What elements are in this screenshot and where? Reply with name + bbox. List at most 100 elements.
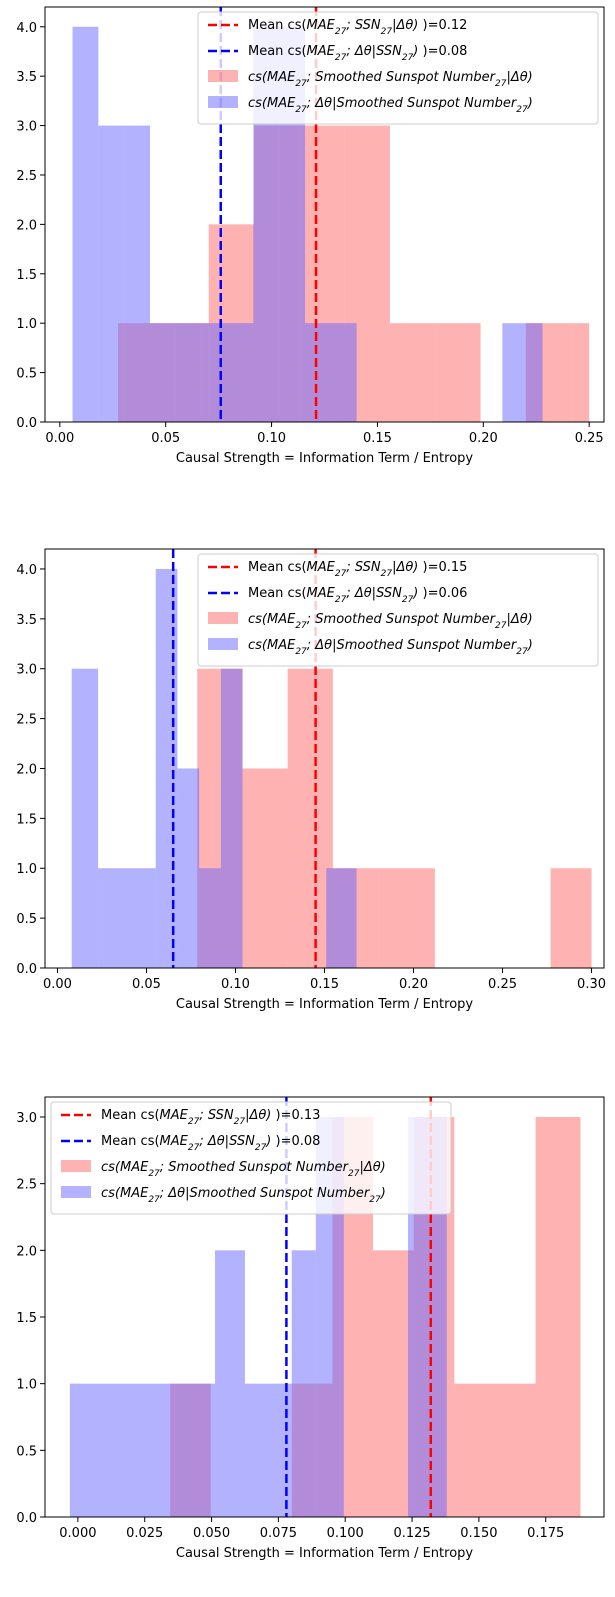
y-tick-label: 0.0 <box>16 416 37 431</box>
y-tick-label: 2.0 <box>16 1244 37 1259</box>
x-tick-label: 0.050 <box>193 1526 230 1541</box>
histogram-bar-s2-6 <box>220 668 243 968</box>
histogram-bar-s2-4 <box>150 323 176 422</box>
histogram-bar-s1-6 <box>454 1383 495 1517</box>
legend-patch-swatch <box>208 612 238 624</box>
x-axis-label: Causal Strength = Information Term / Ent… <box>176 997 474 1012</box>
legend-label: cs(MAE27; Smoothed Sunspot Number27|Δθ) <box>101 1160 386 1179</box>
x-tick-label: 0.30 <box>577 977 606 992</box>
y-tick-label: 2.5 <box>16 169 37 184</box>
y-tick-label: 2.0 <box>16 218 37 233</box>
y-tick-label: 0.5 <box>16 912 37 927</box>
x-tick-label: 0.20 <box>399 977 428 992</box>
legend-label: Mean cs(MAE27; SSN27|Δθ) )=0.12 <box>248 18 467 37</box>
legend-box <box>197 11 599 125</box>
histogram-bar-s2-5 <box>199 868 221 968</box>
legend-label: Mean cs(MAE27; SSN27|Δθ) )=0.15 <box>248 560 467 579</box>
y-tick-label: 0.5 <box>16 367 37 382</box>
histogram-bar-s2-2 <box>170 1383 216 1517</box>
legend-label: cs(MAE27; Smoothed Sunspot Number27|Δθ) <box>248 70 533 89</box>
y-tick-label: 3.0 <box>16 120 37 135</box>
chart-panel-1: 0.00 0.05 0.10 0.15 0.20 0.25 0.0 0.5 1.0 1.5 2.0 2… <box>16 6 605 466</box>
x-tick-label: 0.075 <box>260 1526 297 1541</box>
legend-label: cs(MAE27; Δθ|Smoothed Sunspot Number27) <box>248 638 533 657</box>
x-tick-label: 0.15 <box>363 431 392 446</box>
histogram-bar-s2-7 <box>326 868 357 968</box>
legend-label: Mean cs(MAE27; SSN27|Δθ) )=0.13 <box>101 1108 320 1127</box>
x-tick-label: 0.000 <box>59 1526 96 1541</box>
histogram-bar-s1-7 <box>389 323 436 422</box>
x-axis-label: Causal Strength = Information Term / Ent… <box>176 451 474 466</box>
y-tick-label: 2.5 <box>16 1178 37 1193</box>
histogram-bar-s1-7 <box>494 1383 536 1517</box>
legend-box <box>50 1101 452 1215</box>
histogram-bar-s1-3 <box>287 668 333 968</box>
histogram-bar-s2-11 <box>330 323 357 422</box>
y-tick-label: 1.5 <box>16 1311 37 1326</box>
histogram-bar-s2-10 <box>305 323 331 422</box>
y-tick-label: 1.0 <box>16 1378 37 1393</box>
histogram-bar-s1-8 <box>535 1117 581 1517</box>
x-tick-label: 0.20 <box>469 431 498 446</box>
histogram-bar-s2-2 <box>98 868 156 968</box>
legend: Mean cs(MAE27; SSN27|Δθ) )=0.15 Mean cs(M… <box>197 553 599 667</box>
y-tick-label: 4.0 <box>16 21 37 36</box>
y-tick-label: 0.5 <box>16 1444 37 1459</box>
y-tick-label: 3.5 <box>16 613 37 628</box>
axes-frame <box>44 6 605 423</box>
x-axis-label: Causal Strength = Information Term / Ent… <box>176 1546 474 1561</box>
histogram-bar-s2-6 <box>201 323 228 422</box>
legend-patch-swatch <box>61 1160 91 1172</box>
histogram-bar-s1-4 <box>373 1250 414 1517</box>
legend-patch-swatch <box>208 638 238 650</box>
y-tick-label: 0.0 <box>16 962 37 977</box>
histogram-bar-s2-1 <box>71 668 99 968</box>
histogram-bar-s2-4 <box>244 1383 266 1517</box>
y-tick-label: 1.5 <box>16 812 37 827</box>
y-tick-label: 1.5 <box>16 268 37 283</box>
x-tick-label: 0.150 <box>460 1526 497 1541</box>
legend: Mean cs(MAE27; SSN27|Δθ) )=0.13 Mean cs(M… <box>50 1101 452 1215</box>
legend-label: cs(MAE27; Δθ|Smoothed Sunspot Number27) <box>101 1186 386 1205</box>
chart-panel-2: 0.00 0.05 0.10 0.15 0.20 0.25 0.30 0.0 0.5 1.0 1.5… <box>16 548 606 1012</box>
axes-frame <box>44 1096 605 1518</box>
x-tick-label: 0.25 <box>575 431 604 446</box>
y-tick-label: 1.0 <box>16 317 37 332</box>
histogram-bar-s2-1 <box>72 26 99 422</box>
x-tick-label: 0.10 <box>221 977 250 992</box>
histogram-bar-s2-7 <box>227 323 254 422</box>
plot-area <box>72 7 590 422</box>
x-tick-label: 0.10 <box>257 431 286 446</box>
y-tick-label: 3.0 <box>16 663 37 678</box>
legend-label: Mean cs(MAE27; Δθ|SSN27) )=0.08 <box>101 1134 320 1153</box>
histogram-bar-s2-1 <box>69 1383 171 1517</box>
histogram-bar-s2-4 <box>177 768 200 968</box>
x-tick-label: 0.05 <box>132 977 161 992</box>
plot-area <box>71 549 592 968</box>
y-tick-label: 2.5 <box>16 713 37 728</box>
y-tick-label: 0.0 <box>16 1511 37 1526</box>
histogram-bar-s2-2 <box>98 125 125 422</box>
histogram-bar-s2-3 <box>124 125 151 422</box>
y-tick-label: 2.0 <box>16 762 37 777</box>
y-tick-label: 3.5 <box>16 70 37 85</box>
legend-label: cs(MAE27; Δθ|Smoothed Sunspot Number27) <box>248 96 533 115</box>
histogram-bar-s1-8 <box>435 323 481 422</box>
legend-label: cs(MAE27; Smoothed Sunspot Number27|Δθ) <box>248 612 533 631</box>
x-tick-label: 0.05 <box>151 431 180 446</box>
y-tick-label: 1.0 <box>16 862 37 877</box>
x-tick-label: 0.15 <box>310 977 339 992</box>
histogram-bar-s2-12 <box>502 323 543 422</box>
x-tick-label: 0.00 <box>45 431 74 446</box>
legend-label: Mean cs(MAE27; Δθ|SSN27) )=0.08 <box>248 44 467 63</box>
x-tick-label: 0.25 <box>488 977 517 992</box>
histogram-bar-s1-6 <box>550 868 592 968</box>
histogram-bar-s2-3 <box>215 1250 245 1517</box>
legend: Mean cs(MAE27; SSN27|Δθ) )=0.12 Mean cs(M… <box>197 11 599 125</box>
histogram-bar-s1-10 <box>571 323 590 422</box>
x-tick-label: 0.125 <box>393 1526 430 1541</box>
histogram-bar-s2-5 <box>175 323 202 422</box>
histogram-bar-s2-5 <box>265 1383 292 1517</box>
legend-patch-swatch <box>208 96 238 108</box>
